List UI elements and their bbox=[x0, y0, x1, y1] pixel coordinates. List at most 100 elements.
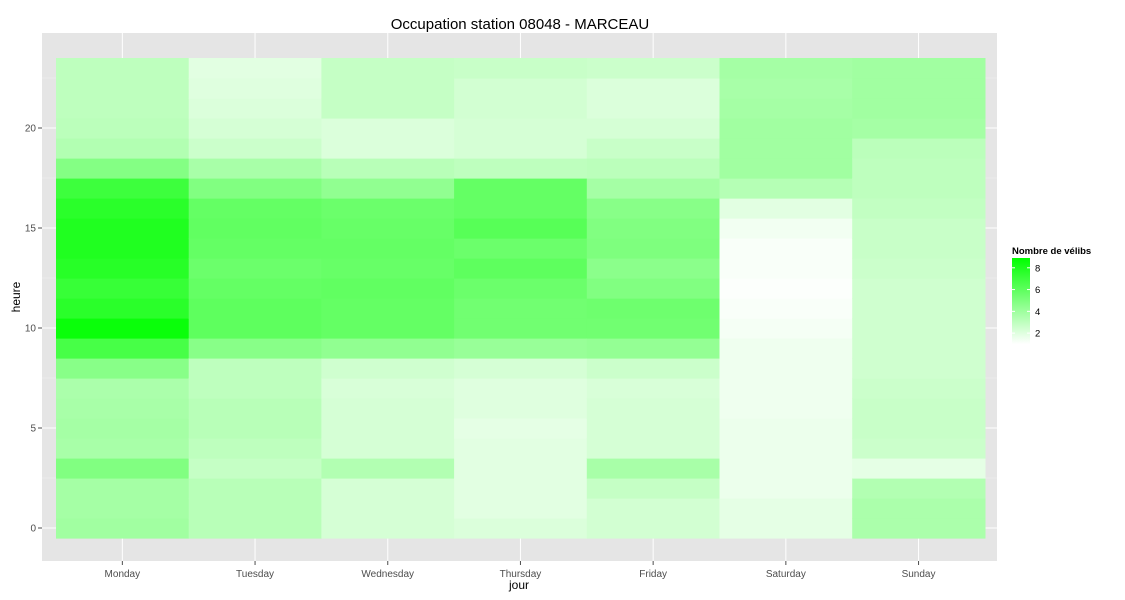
heatmap-cell bbox=[188, 418, 322, 439]
heatmap-cell bbox=[719, 298, 853, 319]
y-tick-label: 20 bbox=[25, 124, 37, 135]
heatmap-cell bbox=[321, 178, 455, 199]
heatmap-cell bbox=[586, 498, 721, 519]
heatmap-cell bbox=[321, 98, 455, 119]
heatmap-cell bbox=[719, 398, 853, 419]
heatmap-cell bbox=[852, 518, 986, 539]
heatmap-cell bbox=[719, 98, 853, 119]
heatmap-cell bbox=[56, 98, 190, 119]
heatmap-cell bbox=[454, 238, 588, 259]
heatmap-cell bbox=[852, 238, 986, 259]
heatmap-cell bbox=[188, 478, 322, 499]
heatmap-cell bbox=[56, 58, 190, 79]
heatmap-cell bbox=[586, 138, 721, 159]
heatmap-cell bbox=[188, 398, 322, 419]
heatmap-cell bbox=[852, 58, 986, 79]
heatmap-cell bbox=[321, 258, 455, 279]
heatmap-cell bbox=[188, 138, 322, 159]
heatmap-cell bbox=[454, 318, 588, 339]
heatmap-cell bbox=[852, 478, 986, 499]
heatmap-cell bbox=[454, 218, 588, 239]
heatmap-cell bbox=[188, 58, 322, 79]
heatmap-cell bbox=[852, 178, 986, 199]
heatmap-cell bbox=[454, 78, 588, 99]
heatmap-cell bbox=[188, 178, 322, 199]
heatmap-cell bbox=[852, 398, 986, 419]
heatmap-cell bbox=[719, 238, 853, 259]
heatmap-cell bbox=[586, 238, 721, 259]
legend-label: 8 bbox=[1035, 263, 1040, 274]
heatmap-cell bbox=[719, 378, 853, 399]
heatmap-cell bbox=[719, 78, 853, 99]
heatmap-cell bbox=[719, 518, 853, 539]
legend-label: 6 bbox=[1035, 285, 1040, 296]
heatmap-cell bbox=[56, 378, 190, 399]
heatmap-cell bbox=[56, 78, 190, 99]
heatmap-cell bbox=[852, 458, 986, 479]
x-tick-label: Sunday bbox=[902, 569, 936, 580]
heatmap-cell bbox=[852, 318, 986, 339]
heatmap-cell bbox=[188, 278, 322, 299]
y-tick-label: 15 bbox=[25, 224, 37, 235]
heatmap-cell bbox=[188, 258, 322, 279]
heatmap-cell bbox=[321, 198, 455, 219]
heatmap-cell bbox=[56, 298, 190, 319]
heatmap-cell bbox=[56, 238, 190, 259]
heatmap-cell bbox=[321, 278, 455, 299]
heatmap-cell bbox=[719, 198, 853, 219]
heatmap-cell bbox=[454, 478, 588, 499]
heatmap-cell bbox=[188, 518, 322, 539]
heatmap-cell bbox=[321, 78, 455, 99]
heatmap-cell bbox=[188, 438, 322, 459]
heatmap-cell bbox=[586, 478, 721, 499]
heatmap-cell bbox=[188, 318, 322, 339]
heatmap-cell bbox=[188, 98, 322, 119]
heatmap-cell bbox=[852, 378, 986, 399]
heatmap-cell bbox=[454, 58, 588, 79]
y-tick-label: 0 bbox=[30, 524, 36, 535]
heatmap-cell bbox=[56, 318, 190, 339]
chart-title: Occupation station 08048 - MARCEAU bbox=[391, 16, 649, 33]
heatmap-cell bbox=[719, 258, 853, 279]
heatmap-cell bbox=[852, 98, 986, 119]
heatmap-cell bbox=[188, 198, 322, 219]
heatmap-cell bbox=[586, 418, 721, 439]
heatmap-cell bbox=[321, 378, 455, 399]
heatmap-cell bbox=[586, 218, 721, 239]
heatmap-cell bbox=[719, 478, 853, 499]
y-tick-label: 5 bbox=[30, 424, 36, 435]
heatmap-cell bbox=[454, 338, 588, 359]
heatmap-cell bbox=[852, 358, 986, 379]
x-axis-title: jour bbox=[508, 578, 529, 592]
heatmap-cell bbox=[321, 498, 455, 519]
heatmap-cell bbox=[586, 118, 721, 139]
heatmap-cell bbox=[719, 178, 853, 199]
heatmap-cell bbox=[454, 158, 588, 179]
heatmap-cell bbox=[321, 318, 455, 339]
heatmap-cell bbox=[56, 138, 190, 159]
heatmap-cell bbox=[321, 298, 455, 319]
heatmap-cell bbox=[321, 238, 455, 259]
heatmap-cell bbox=[586, 398, 721, 419]
heatmap-cell bbox=[188, 338, 322, 359]
heatmap-cell bbox=[56, 278, 190, 299]
heatmap-cell bbox=[719, 138, 853, 159]
y-axis: 0 5 10 15 20 bbox=[25, 124, 42, 535]
heatmap-cell bbox=[719, 498, 853, 519]
heatmap-cell bbox=[852, 258, 986, 279]
heatmap-cell bbox=[321, 458, 455, 479]
heatmap-cell bbox=[719, 218, 853, 239]
x-tick-label: Monday bbox=[105, 569, 141, 580]
heatmap-cell bbox=[586, 338, 721, 359]
heatmap-cell bbox=[719, 438, 853, 459]
heatmap-cell bbox=[56, 178, 190, 199]
x-tick-label: Tuesday bbox=[236, 569, 274, 580]
heatmap-cell bbox=[188, 378, 322, 399]
heatmap-cell bbox=[454, 378, 588, 399]
heatmap-cell bbox=[321, 398, 455, 419]
heatmap-cell bbox=[852, 498, 986, 519]
heatmap-cell bbox=[852, 338, 986, 359]
heatmap-cell bbox=[56, 118, 190, 139]
heatmap-cell bbox=[56, 518, 190, 539]
